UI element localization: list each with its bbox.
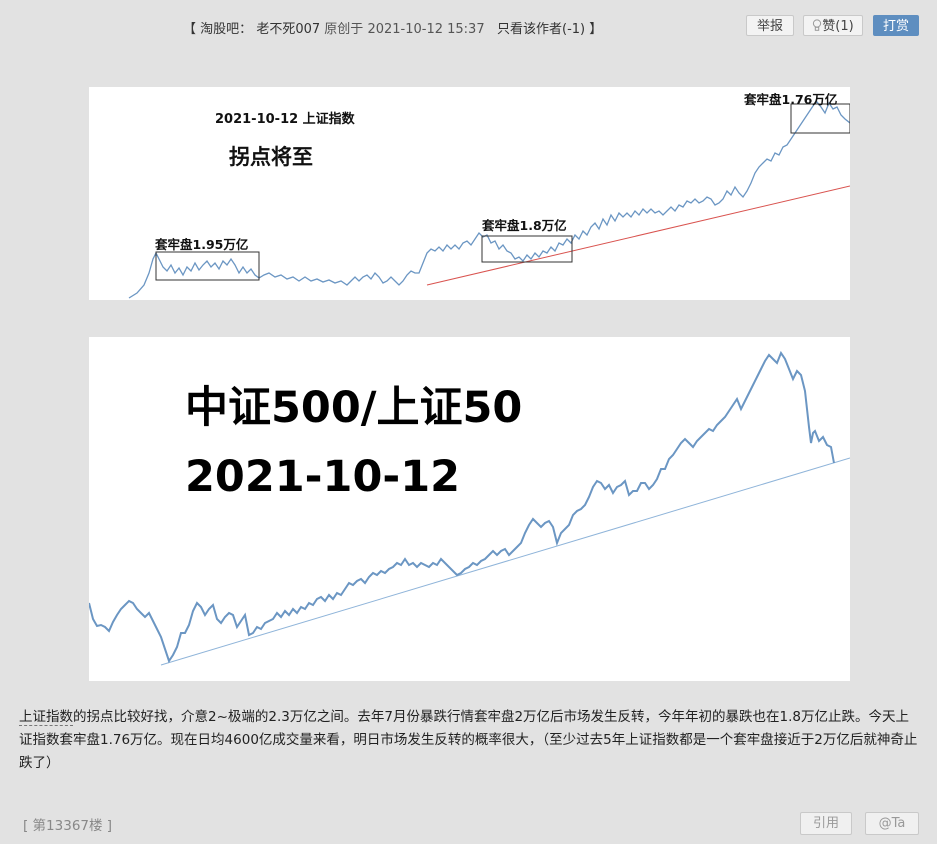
trend-line [426, 185, 850, 286]
forum-name: 淘股吧： [200, 22, 253, 37]
post-header: 【 淘股吧： 老不死007 原创于 2021-10-12 15:37 只看该作者… [0, 10, 937, 44]
floor-number: [ 第13367楼 ] [23, 818, 113, 834]
ratio-line [89, 350, 835, 664]
post-meta: 【 淘股吧： 老不死007 原创于 2021-10-12 15:37 只看该作者… [183, 18, 602, 37]
box-2 [481, 235, 573, 263]
author-only-link[interactable]: 只看该作者(-1) [497, 22, 586, 37]
bracket-close: 】 [589, 22, 603, 37]
like-button[interactable]: 赞(1) [803, 15, 863, 36]
quote-button[interactable]: 引用 [800, 812, 852, 835]
chart-subtitle: 拐点将至 [229, 145, 313, 169]
box-2-label: 套牢盘1.8万亿 [482, 218, 567, 233]
box-3 [790, 103, 850, 134]
ratio-chart-title: 中证500/上证50 [185, 383, 523, 433]
bracket-open: 【 [183, 22, 197, 37]
post-timestamp: 2021-10-12 15:37 [367, 22, 485, 37]
author-link[interactable]: 老不死007 [256, 22, 321, 37]
ratio-chart-image[interactable]: 中证500/上证50 2021-10-12 [89, 337, 850, 681]
shanghai-index-chart [128, 101, 850, 299]
posted-label: 原创于 [324, 22, 364, 37]
lightbulb-icon [812, 18, 822, 39]
chart-title: 2021-10-12 上证指数 [215, 112, 355, 127]
trend-line [160, 457, 850, 666]
post-body-text: 的拐点比较好找，介意2~极端的2.3万亿之间。去年7月份暴跌行情套牢盘2万亿后市… [19, 709, 918, 771]
box-1-label: 套牢盘1.95万亿 [155, 237, 249, 252]
reward-button[interactable]: 打赏 [873, 15, 919, 36]
like-label: 赞(1) [822, 19, 854, 34]
shanghai-index-image[interactable]: 2021-10-12 上证指数 拐点将至 套牢盘1.95万亿 套牢盘1.8万亿 … [89, 87, 850, 300]
at-button[interactable]: @Ta [865, 812, 919, 835]
report-button[interactable]: 举报 [746, 15, 794, 36]
post-body: 上证指数的拐点比较好找，介意2~极端的2.3万亿之间。去年7月份暴跌行情套牢盘2… [19, 706, 919, 775]
box-3-label: 套牢盘1.76万亿 [744, 92, 838, 107]
index-line [128, 101, 850, 299]
ratio-chart-date: 2021-10-12 [185, 452, 461, 502]
box-1 [155, 251, 260, 281]
index-link[interactable]: 上证指数 [19, 709, 73, 726]
ratio-chart [89, 350, 850, 666]
